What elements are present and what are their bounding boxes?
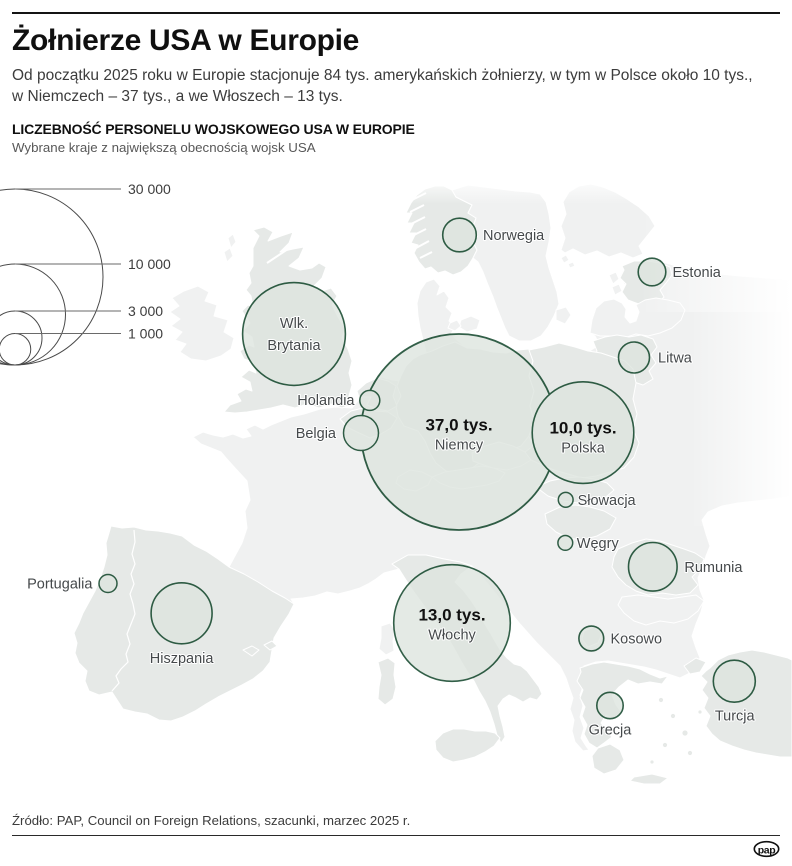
- svg-text:3 000: 3 000: [128, 303, 163, 319]
- svg-text:Polska: Polska: [561, 441, 605, 457]
- svg-text:Brytania: Brytania: [267, 338, 321, 354]
- svg-text:Włochy: Włochy: [428, 628, 476, 644]
- svg-text:37,0 tys.: 37,0 tys.: [425, 415, 492, 434]
- svg-text:Estonia: Estonia: [673, 265, 722, 281]
- svg-text:Rumunia: Rumunia: [684, 560, 743, 576]
- svg-text:Grecja: Grecja: [589, 723, 633, 739]
- svg-text:13,0 tys.: 13,0 tys.: [418, 605, 485, 624]
- svg-text:10 000: 10 000: [128, 256, 171, 272]
- svg-text:Norwegia: Norwegia: [483, 228, 545, 244]
- svg-text:Litwa: Litwa: [658, 351, 693, 367]
- svg-text:30 000: 30 000: [128, 181, 171, 197]
- svg-text:Słowacja: Słowacja: [578, 493, 637, 509]
- svg-text:1 000: 1 000: [128, 325, 163, 341]
- svg-text:Belgia: Belgia: [296, 426, 337, 442]
- svg-text:Niemcy: Niemcy: [435, 438, 484, 454]
- svg-text:10,0 tys.: 10,0 tys.: [549, 418, 616, 437]
- svg-text:Węgry: Węgry: [577, 536, 620, 552]
- svg-text:Holandia: Holandia: [297, 393, 355, 409]
- svg-text:pap: pap: [758, 844, 775, 856]
- svg-text:Hiszpania: Hiszpania: [150, 651, 215, 667]
- svg-text:Kosowo: Kosowo: [611, 632, 663, 648]
- svg-text:Portugalia: Portugalia: [27, 577, 93, 593]
- svg-text:Turcja: Turcja: [715, 708, 756, 724]
- svg-text:Wlk.: Wlk.: [280, 316, 308, 332]
